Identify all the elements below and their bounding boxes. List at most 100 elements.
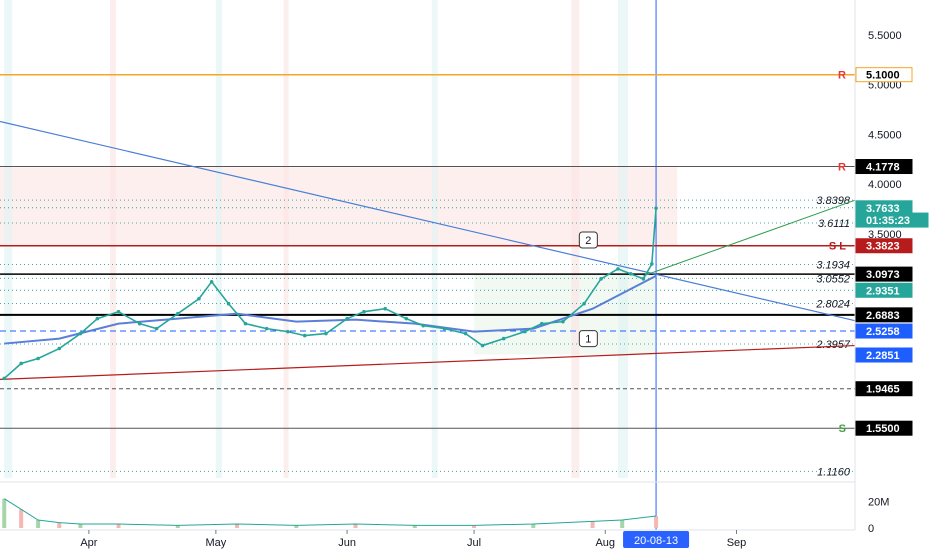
price-tick-label: 5.0000 [868,80,902,92]
volume-bar [590,521,595,528]
price-tag-label: 1.5500 [866,423,900,435]
price-point [78,331,83,336]
level-marker: S [839,423,846,435]
price-point [404,316,409,321]
price-point [362,309,366,314]
volume-bar [175,525,180,528]
price-tag[interactable]: 01:35:23 [855,212,929,228]
volume-bar [36,520,41,528]
price-tag-box [855,212,929,228]
price-point [264,326,269,331]
volume-tick-label: 20M [868,496,889,508]
price-point [324,331,328,336]
price-tag-box [855,420,913,436]
volume-bar [294,525,299,528]
price-tick-label: 3.5000 [868,229,902,241]
fib-level-label: 1.1160 [817,466,851,478]
price-tag-box [855,238,913,254]
price-tag[interactable]: 1.5500 [855,420,913,436]
session-band [110,0,117,478]
volume-bar [472,525,477,528]
price-tag-label: 01:35:23 [866,215,910,227]
callout-box [578,231,598,249]
cursor-date-badge [623,531,690,548]
price-tick-label: 4.5000 [868,129,902,141]
price-point [286,329,290,334]
session-band [215,0,222,478]
price-point [2,376,7,381]
price-point [501,336,506,341]
volume-bar [235,524,240,528]
price-tag-label: 2.9351 [866,285,900,297]
price-tick-label: 5.5000 [868,30,902,42]
price-tag-box [855,323,913,339]
fib-level-label: 2.8024 [815,298,850,310]
price-tag-label: 3.3823 [866,241,900,253]
price-tag-label: 4.1778 [866,162,900,174]
price-point [463,331,468,336]
price-point [57,346,62,351]
price-tag-label: 5.1000 [866,70,900,82]
level-marker: R [838,70,846,82]
volume-tick-label: 0 [868,523,874,535]
price-point [561,319,565,324]
price-point [421,323,426,328]
price-point [641,277,646,281]
price-tag[interactable]: 2.6883 [855,307,913,323]
session-band [617,0,628,478]
price-tag-box [855,67,913,83]
price-point [116,309,121,314]
session-band [4,0,13,478]
cursor-date-label: 20-08-13 [634,535,678,547]
price-tag[interactable]: 5.1000 [855,67,913,83]
downtrend-line [0,120,856,322]
price-tag[interactable]: 2.2851 [855,347,913,363]
fib-level-label: 3.8398 [816,195,851,207]
volume-bar [78,524,83,528]
price-point [650,262,654,266]
price-tag-box [855,159,913,175]
price-point [654,206,658,210]
price-tag[interactable]: 2.5258 [855,323,913,339]
volume-bar [353,524,358,528]
price-tag-box [855,381,913,397]
price-point [175,311,180,316]
price-point [197,296,201,301]
fib-level-label: 3.6111 [818,218,850,230]
price-point [539,321,544,326]
time-tick-label: Aug [595,537,615,549]
time-tick-label: Jul [467,537,481,549]
fib-level-label: 2.3957 [815,339,851,351]
time-tick-label: Apr [80,537,97,549]
price-point [19,361,23,366]
price-point [628,272,633,276]
price-tag-label: 2.6883 [866,310,900,322]
level-marker: R [838,162,846,174]
session-band [431,0,438,478]
price-tag-label: 2.5258 [866,326,900,338]
volume-bar [19,509,24,528]
price-tag-label: 1.9465 [866,384,900,396]
price-tag[interactable]: 1.9465 [855,381,913,397]
volume-bar [531,524,536,528]
price-tag[interactable]: 2.9351 [855,282,913,298]
moving-average-line [4,274,657,345]
price-point [616,267,620,271]
price-tag[interactable]: 3.3823 [855,238,913,254]
price-tag[interactable]: 3.7633 [855,200,913,216]
fib-level-label: 3.0552 [816,273,850,285]
level-marker: S L [829,241,846,253]
callout-label: 2 [585,235,591,247]
price-tag[interactable]: 3.0973 [855,266,913,282]
price-point [442,326,447,331]
volume-bar [654,516,659,528]
projection-line [643,199,856,277]
callout-label: 1 [585,334,591,346]
price-tag[interactable]: 4.1778 [855,159,913,175]
volume-bar [116,524,121,528]
price-point [383,306,387,311]
price-point [480,343,485,348]
time-tick-label: Jun [338,537,356,549]
price-point [154,326,159,331]
